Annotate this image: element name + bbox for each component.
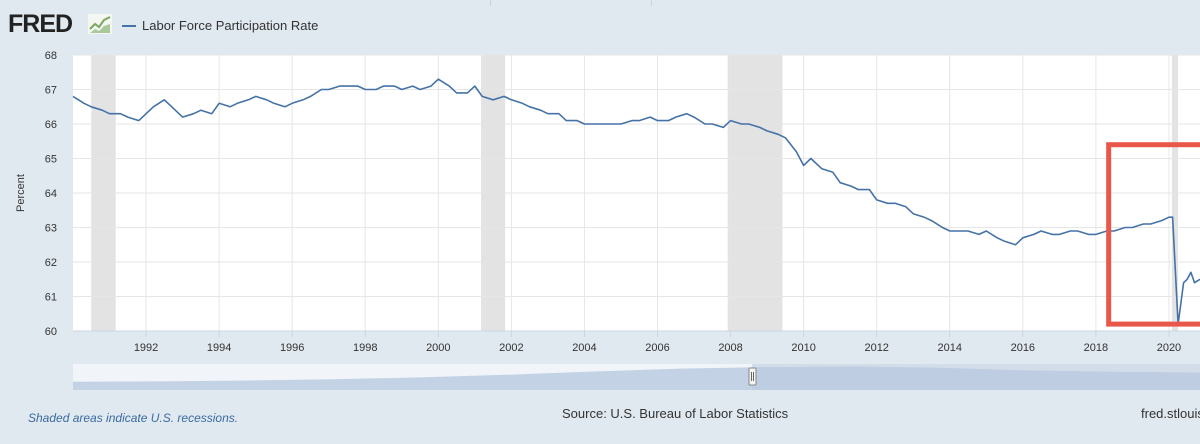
x-tick-label: 2010 (791, 342, 815, 354)
site-link[interactable]: fred.stlouis (1141, 406, 1200, 421)
x-tick-label: 2004 (572, 342, 596, 354)
x-tick-label: 1996 (280, 342, 304, 354)
x-tick-label: 2000 (426, 342, 450, 354)
y-tick-label: 67 (45, 85, 57, 97)
x-tick-label: 2018 (1084, 342, 1108, 354)
y-tick-label: 68 (45, 50, 57, 62)
y-tick-label: 66 (45, 119, 57, 131)
x-tick-label: 1998 (353, 342, 377, 354)
x-tick-label: 2016 (1011, 342, 1035, 354)
drag-handle-icon (748, 367, 757, 386)
toolbar-divider (490, 0, 491, 6)
series-line (72, 78, 1200, 325)
navigator-window (752, 364, 1200, 390)
y-tick-label: 61 (45, 292, 57, 304)
highlight-box (1106, 142, 1200, 327)
fred-logo[interactable]: FRED (8, 10, 73, 38)
x-tick-label: 1994 (207, 342, 231, 354)
x-tick-label: 2008 (718, 342, 742, 354)
line-chart-icon (88, 14, 112, 34)
y-tick-label: 60 (45, 326, 57, 338)
x-tick-label: 2012 (864, 342, 888, 354)
y-axis-label: Percent (15, 174, 27, 212)
chart-header: FRED Labor Force Participation Rate (0, 0, 1200, 55)
toolbar-divider (651, 0, 652, 6)
legend-swatch (122, 24, 136, 27)
legend-item[interactable]: Labor Force Participation Rate (122, 18, 318, 33)
x-tick-label: 1992 (134, 342, 158, 354)
y-tick-label: 65 (45, 154, 57, 166)
legend-label: Labor Force Participation Rate (142, 18, 319, 33)
x-tick-label: 2014 (938, 342, 962, 354)
y-tick-label: 64 (45, 188, 57, 200)
y-tick-label: 63 (45, 223, 57, 235)
source-text: Source: U.S. Bureau of Labor Statistics (562, 406, 789, 421)
x-tick-label: 2002 (499, 342, 523, 354)
x-tick-label: 2006 (645, 342, 669, 354)
y-tick-label: 62 (45, 257, 57, 269)
x-tick-label: 2020 (1157, 342, 1181, 354)
recession-note: Shaded areas indicate U.S. recessions. (28, 411, 239, 425)
